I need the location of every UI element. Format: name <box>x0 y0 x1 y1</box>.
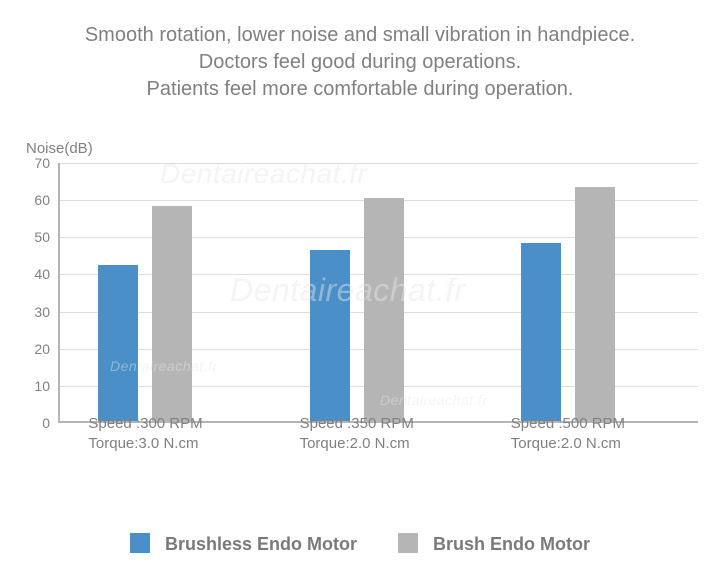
bar-brushless <box>98 265 138 421</box>
x-speed-label: Speed :350 RPM <box>300 414 414 434</box>
y-tick-label: 60 <box>34 192 50 208</box>
y-tick-label: 70 <box>34 155 50 171</box>
bar-brush <box>364 198 404 421</box>
plot-area: 010203040506070 <box>22 163 698 423</box>
plot <box>58 163 698 423</box>
bar-brushless <box>521 243 561 421</box>
x-category-label: Speed :500 RPMTorque:2.0 N.cm <box>511 414 625 455</box>
x-category-label: Speed :300 RPMTorque:3.0 N.cm <box>88 414 202 455</box>
gridline <box>60 163 698 164</box>
y-tick-label: 30 <box>34 304 50 320</box>
header-block: Smooth rotation, lower noise and small v… <box>0 0 720 115</box>
x-torque-label: Torque:2.0 N.cm <box>300 434 414 454</box>
y-tick-label: 40 <box>34 266 50 282</box>
header-line-2: Doctors feel good during operations. <box>20 49 700 76</box>
x-torque-label: Torque:2.0 N.cm <box>511 434 625 454</box>
legend-item-brushless: Brushless Endo Motor <box>130 533 357 555</box>
y-tick-label: 20 <box>34 341 50 357</box>
x-category-label: Speed :350 RPMTorque:2.0 N.cm <box>300 414 414 455</box>
bar-brushless <box>310 250 350 421</box>
legend-swatch-brushless <box>130 533 150 553</box>
x-torque-label: Torque:3.0 N.cm <box>88 434 202 454</box>
y-axis: 010203040506070 <box>22 163 54 423</box>
y-axis-title: Noise(dB) <box>26 140 698 157</box>
y-tick-label: 50 <box>34 229 50 245</box>
bar-brush <box>152 206 192 421</box>
bar-brush <box>575 187 615 421</box>
legend-label-brushless: Brushless Endo Motor <box>165 534 357 554</box>
legend-item-brush: Brush Endo Motor <box>398 533 590 555</box>
header-line-3: Patients feel more comfortable during op… <box>20 76 700 103</box>
chart-legend: Brushless Endo Motor Brush Endo Motor <box>0 533 720 555</box>
y-tick-label: 0 <box>42 415 50 431</box>
x-speed-label: Speed :300 RPM <box>88 414 202 434</box>
legend-swatch-brush <box>398 533 418 553</box>
noise-chart: Noise(dB) 0 10 20 30 40 50 60 70 Speed :300 RPM… <box>22 140 698 450</box>
header-line-1: Smooth rotation, lower noise and small v… <box>20 22 700 49</box>
y-tick-label: 10 <box>34 378 50 394</box>
legend-label-brush: Brush Endo Motor <box>433 534 590 554</box>
x-speed-label: Speed :500 RPM <box>511 414 625 434</box>
